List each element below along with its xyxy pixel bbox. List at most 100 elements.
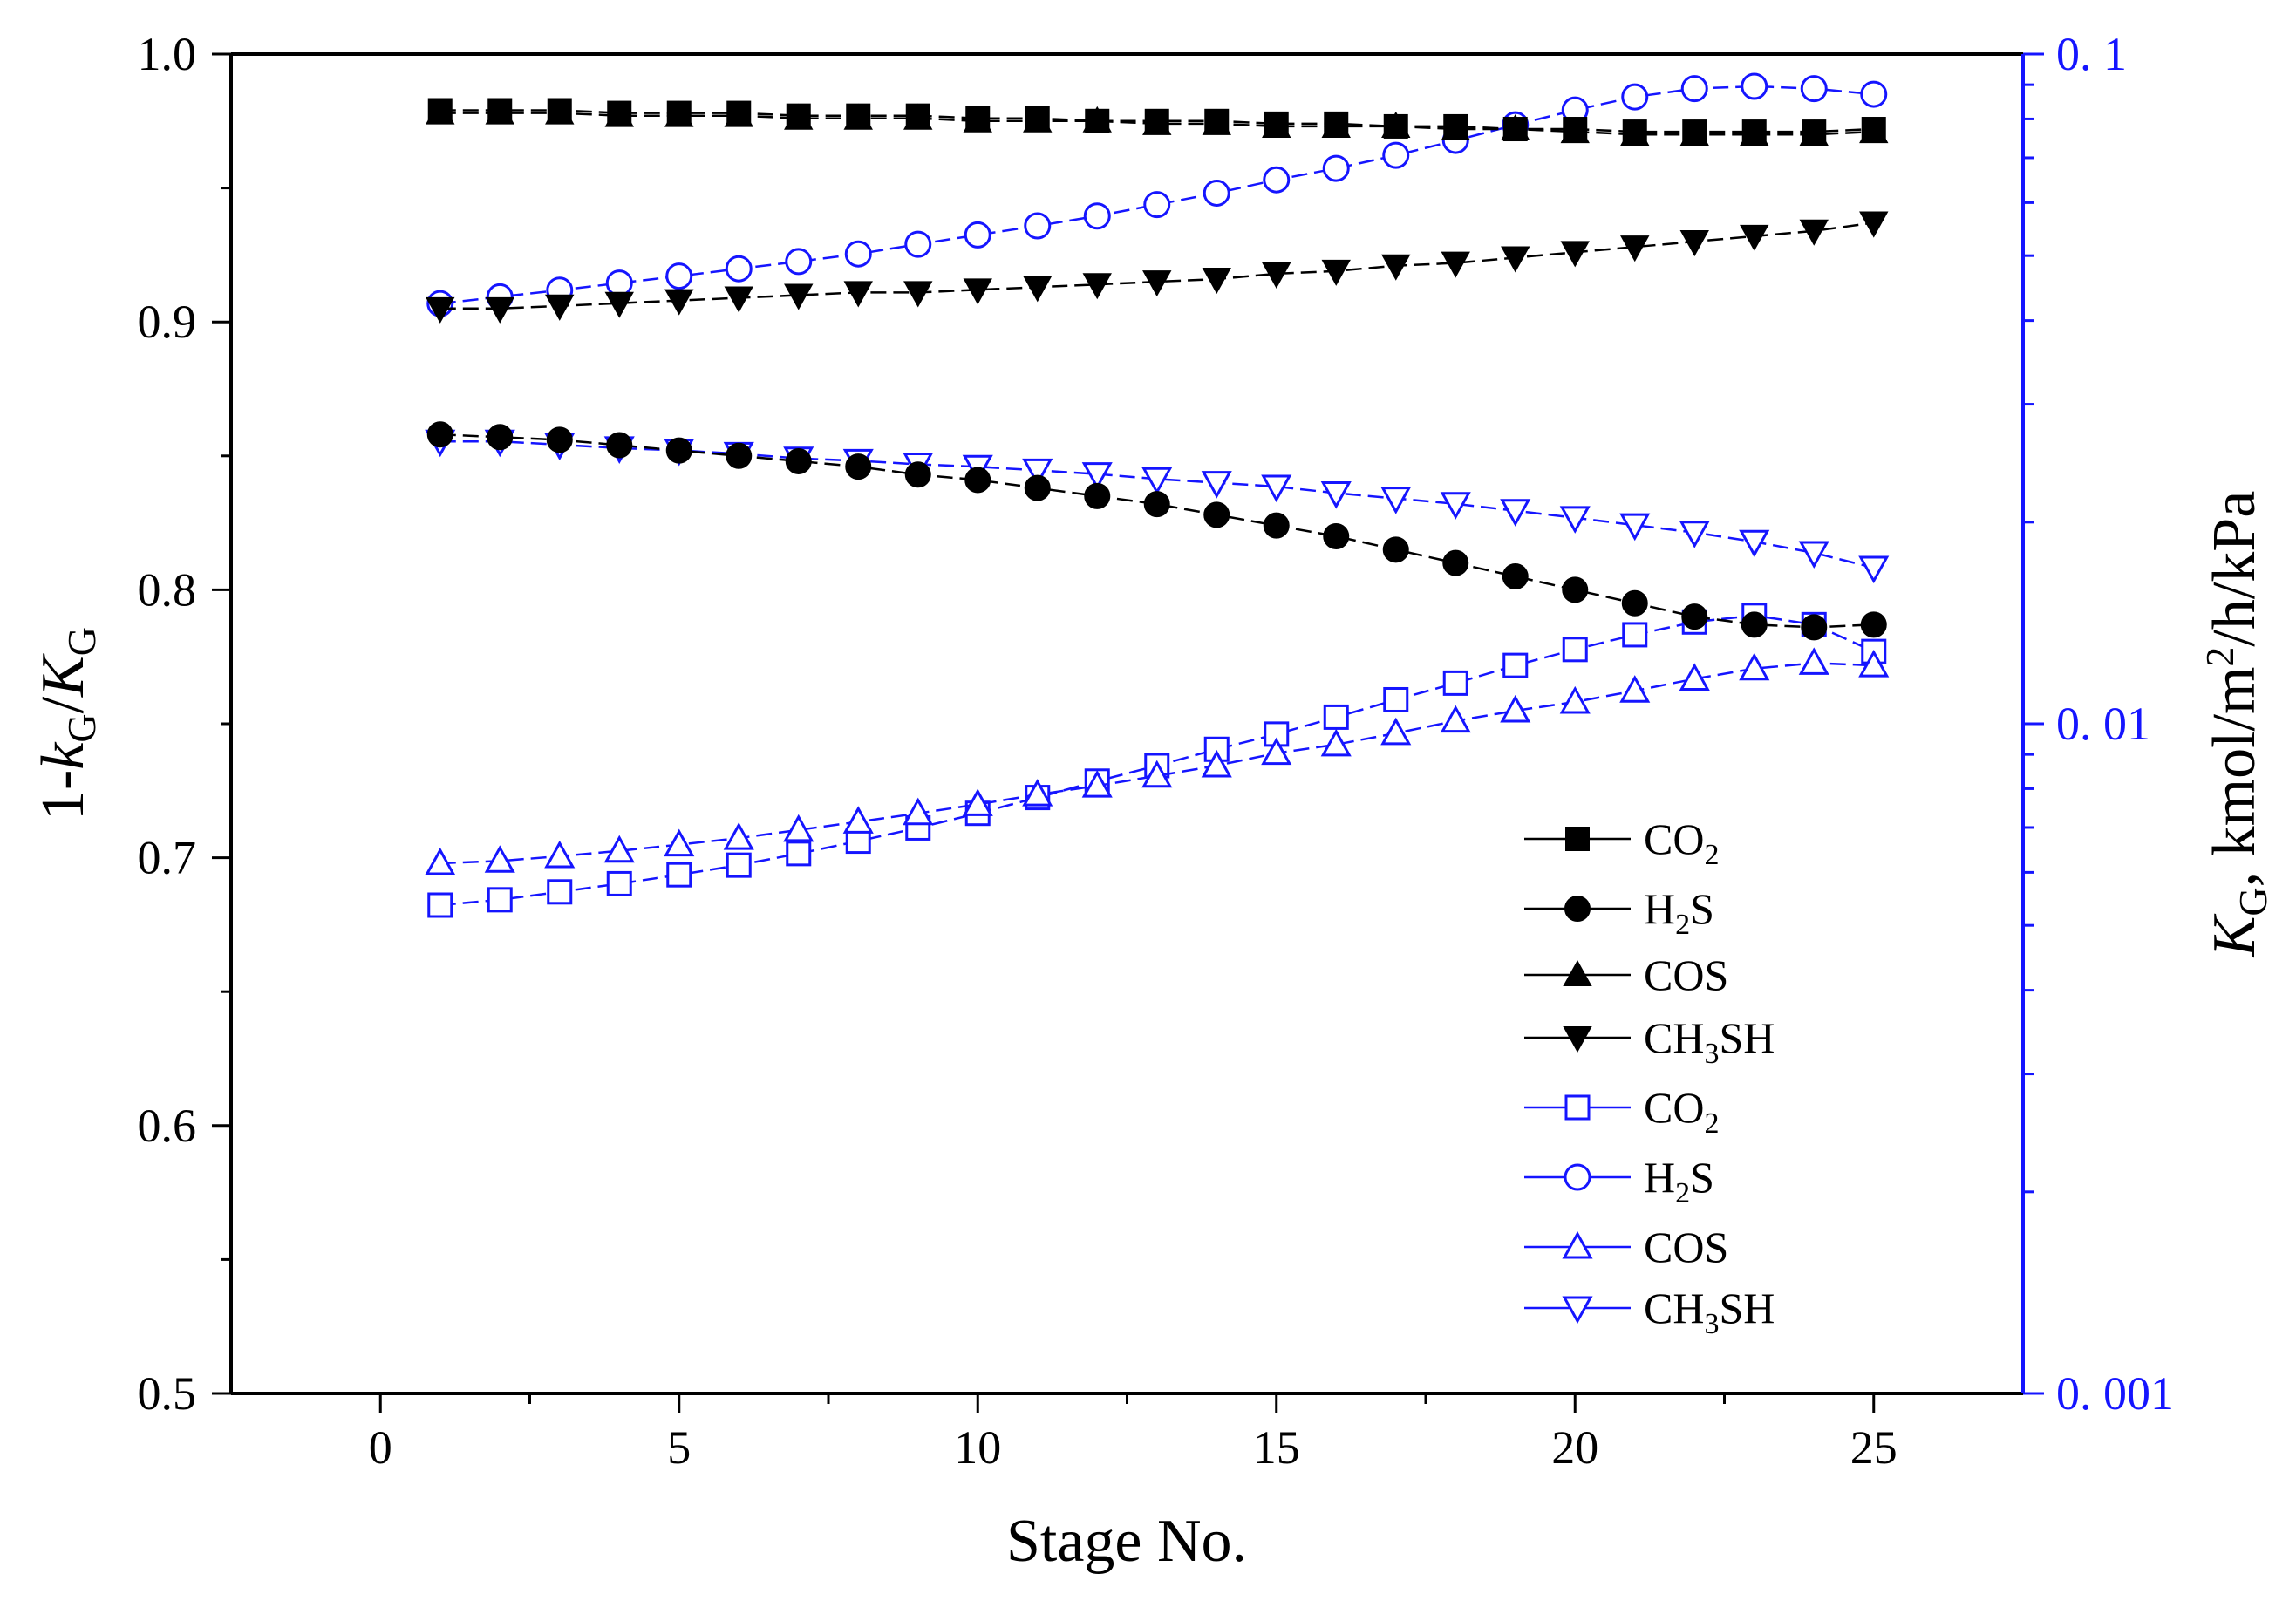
legend-item: COS [1524, 950, 1728, 999]
data-point [1082, 273, 1112, 300]
data-point [725, 255, 753, 283]
data-point [1142, 108, 1172, 135]
data-point [1201, 749, 1232, 778]
data-point [1263, 166, 1291, 194]
data-point [963, 106, 992, 133]
data-point [1380, 487, 1412, 514]
data-point [784, 103, 814, 130]
data-point [1380, 717, 1412, 746]
data-point [544, 840, 576, 869]
data-point [547, 879, 573, 905]
right-axis-title: KG, kmol/m2/h/kPa [2197, 491, 2275, 958]
legend-item: CO2 [1524, 1083, 1719, 1140]
y-left-tick-label: 0.6 [138, 1100, 197, 1152]
data-point [427, 892, 453, 918]
legend-label: CO2 [1644, 814, 1719, 871]
data-point [1680, 75, 1708, 103]
right-axis-title-sup: 2 [2197, 647, 2242, 667]
data-point [1500, 499, 1531, 527]
data-point [1740, 224, 1769, 251]
data-point [1203, 501, 1230, 528]
right-axis-title-units: , kmol/m [2201, 667, 2268, 888]
data-point [1679, 119, 1709, 146]
data-point [1859, 211, 1889, 238]
data-point [1442, 670, 1468, 696]
data-point [1559, 685, 1591, 714]
data-point [1081, 770, 1113, 798]
data-point [1621, 589, 1648, 617]
data-point [545, 294, 575, 321]
data-point [485, 296, 514, 324]
data-point [1261, 474, 1292, 503]
data-point [426, 296, 455, 324]
data-point [1681, 603, 1708, 630]
legend-item: CO2 [1524, 814, 1719, 871]
legend: CO2 H2S COS CH3SH CO2 H2S COS CH3SH [1524, 814, 1775, 1340]
data-point [665, 437, 692, 464]
data-point [1203, 179, 1230, 207]
data-point [1679, 230, 1709, 257]
data-point [903, 281, 933, 308]
data-point [845, 828, 871, 855]
data-point [726, 442, 753, 469]
series-cos-right [425, 647, 1890, 875]
data-point [1381, 111, 1411, 138]
series-ch3sh-left [426, 211, 1889, 324]
data-point [964, 221, 991, 249]
x-tick-label: 10 [954, 1421, 1001, 1474]
x-tick-label: 0 [369, 1421, 392, 1474]
left-axis-title-K-sub: G [59, 627, 104, 656]
data-point [904, 230, 932, 258]
left-axis-title: 1-kG/KG [30, 627, 104, 821]
data-point [1081, 462, 1113, 490]
legend-item: H2S [1524, 884, 1714, 941]
legend-marker [1562, 1296, 1593, 1325]
left-axis-title-k: k [30, 741, 97, 770]
data-point [1321, 259, 1351, 286]
data-point [1323, 522, 1350, 549]
data-point [1441, 113, 1470, 141]
legend-item: COS [1524, 1223, 1728, 1271]
data-point [1860, 80, 1888, 108]
data-point [1142, 270, 1172, 297]
legend-marker [1565, 827, 1590, 851]
data-point [903, 797, 934, 826]
data-point [664, 100, 694, 127]
y-left-tick-label: 0.8 [138, 563, 197, 616]
data-point [1562, 637, 1588, 663]
data-point [1263, 512, 1290, 539]
data-point [664, 828, 695, 857]
data-point [1502, 563, 1529, 590]
data-point [546, 426, 573, 453]
legend-item: CH3SH [1524, 1013, 1775, 1070]
data-point [487, 887, 513, 913]
data-point [783, 814, 814, 842]
data-point [606, 432, 633, 459]
axis-ticks: 0 5 10 15 20 25 0.5 0.6 0.7 0.8 0.9 1.0 0. 001 0. 01 0… [138, 28, 2175, 1474]
data-point [1022, 779, 1053, 807]
data-point [1143, 491, 1170, 518]
legend-marker [1563, 1026, 1592, 1053]
data-point [1084, 482, 1111, 509]
data-point [666, 862, 692, 888]
series-h2s-left [426, 421, 1887, 641]
data-point [1440, 705, 1471, 733]
data-point [1560, 117, 1590, 144]
right-axis-title-tail: /h/kPa [2201, 491, 2268, 647]
data-point [1560, 241, 1590, 268]
data-point [1023, 106, 1053, 133]
data-point [1741, 611, 1768, 638]
legend-label: H2S [1644, 884, 1714, 941]
data-point [484, 845, 515, 873]
data-point [1383, 686, 1409, 712]
data-point [1201, 471, 1232, 499]
data-point [1800, 75, 1828, 103]
series-layer [425, 72, 1890, 918]
x-tick-label: 20 [1551, 1421, 1598, 1474]
legend-marker [1562, 1230, 1593, 1259]
data-point [1858, 555, 1890, 584]
data-point [786, 841, 812, 867]
legend-label: CH3SH [1644, 1013, 1775, 1070]
x-axis-title: Stage No. [1006, 1508, 1247, 1575]
data-point [1143, 191, 1171, 219]
